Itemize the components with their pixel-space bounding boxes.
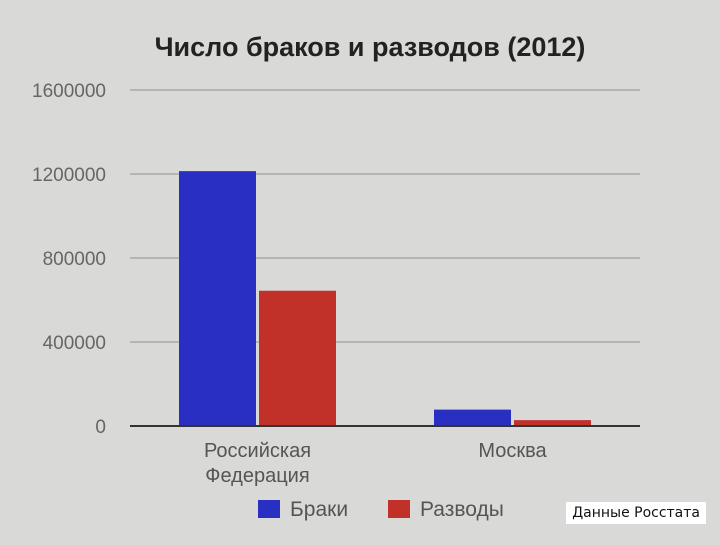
legend-swatch [388, 500, 410, 518]
bar-divorces [514, 420, 591, 426]
y-axis-ticks: 0 400000 800000 1200000 1600000 [32, 81, 106, 438]
bars [179, 171, 591, 426]
y-tick-label: 1200000 [32, 165, 106, 186]
legend: Браки Разводы [258, 498, 504, 521]
y-tick-label: 400000 [43, 333, 106, 354]
legend-label: Браки [290, 498, 348, 521]
x-category-label: Москва [478, 440, 547, 462]
bar-marriages [179, 171, 256, 426]
legend-label: Разводы [420, 498, 504, 521]
y-tick-label: 1600000 [32, 81, 106, 102]
y-tick-label: 800000 [43, 249, 106, 270]
y-tick-label: 0 [95, 417, 106, 438]
chart-title: Число браков и разводов (2012) [155, 32, 586, 62]
x-category-label: Российская [204, 440, 311, 462]
x-axis-category-labels: Российская Федерация Москва [204, 440, 548, 487]
bar-divorces [259, 290, 336, 426]
x-category-label: Федерация [205, 465, 309, 487]
bar-marriages [434, 409, 511, 426]
legend-swatch [258, 500, 280, 518]
source-note: Данные Росстата [566, 502, 706, 524]
